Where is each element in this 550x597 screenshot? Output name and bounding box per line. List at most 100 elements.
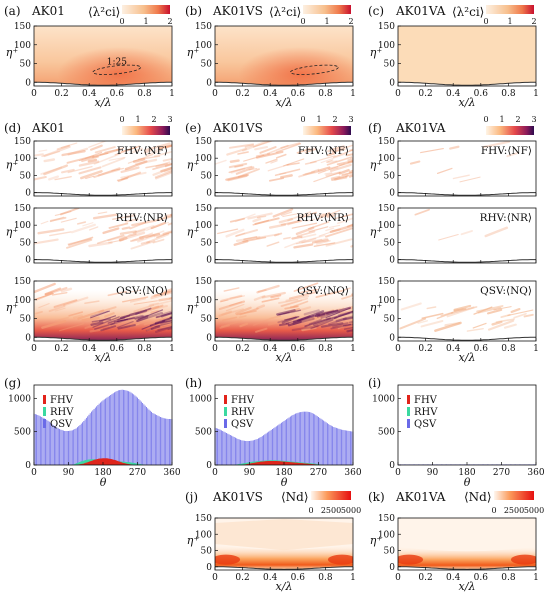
wave-surface-line [215,259,353,263]
vortex-streak [460,230,473,236]
panel-d-fhv-field [34,141,172,196]
panel-label: (b) [185,4,202,18]
vortex-streak [261,291,286,299]
vortex-streak [286,162,300,166]
colorbar-label: ⟨Nd⟩ [281,490,309,504]
vortex-streak [330,175,341,180]
below-surface [215,192,353,196]
vortex-streak [218,300,246,311]
vortex-streak [307,316,334,328]
vortex-streak [450,306,478,315]
y-tick-label: 50 [20,60,32,70]
legend-label: RHV [414,407,438,418]
vortex-streak [126,310,142,317]
below-surface [215,337,353,341]
below-surface [34,192,172,196]
vortex-streak [76,221,87,225]
vortex-streak [125,321,134,325]
vortex-streak [304,161,317,165]
vortex-streak [129,297,147,303]
vortex-streak [255,152,271,158]
vortex-streak [253,295,266,301]
vortex-streak [223,287,240,292]
y-tick-label: 50 [201,238,213,248]
vortex-streak [153,232,170,238]
y-tick-label: 0 [206,256,212,266]
vortex-streak [348,169,353,174]
vortex-streak [300,288,318,293]
x-tick-label: 0.6 [110,344,125,354]
vortex-streak [108,156,126,161]
vortex-streak [60,142,78,149]
vortex-streak [120,171,147,179]
vortex-streak [162,157,172,162]
y-tick-label: 50 [20,238,32,248]
panel-j-field [215,518,353,570]
vortex-streak [325,159,334,163]
vortex-streak [242,236,267,243]
legend-label: QSV [231,419,254,430]
x-tick-label: 0 [395,344,401,354]
case-title: AK01VA [395,4,446,18]
vortex-streak [331,176,348,182]
legend-label: FHV [414,395,438,406]
x-tick-label: 0.8 [137,89,152,99]
below-surface [34,259,172,263]
x-tick-label: 0.2 [54,89,68,99]
vortex-streak [500,313,511,319]
vortex-streak [346,153,353,157]
y-tick-label: 0 [25,78,31,88]
vortex-streak [225,173,249,181]
x-tick-label: 0 [212,468,218,478]
panel-b-field [215,26,353,86]
y-tick-label: 50 [384,547,396,557]
vortex-streak [313,316,338,327]
vortex-streak [291,324,319,332]
vortex-streak [81,155,99,162]
case-title: AK01VS [212,121,263,135]
vortex-streak [118,235,130,240]
wave-surface-line [398,192,536,196]
vortex-streak [332,148,346,153]
field-hot [215,26,353,86]
x-axis-label: x/λ [459,96,476,109]
vortex-streak [280,174,293,179]
colorbar [122,126,170,135]
y-tick-label: 50 [384,238,396,248]
y-tick-label: 0 [206,563,212,573]
vortex-streak [293,282,319,292]
vortex-streak [154,171,172,180]
case-title: AK01VS [212,490,263,504]
vortex-streak [89,328,104,333]
vortex-streak [124,218,139,223]
row-tag: FHV:⟨NF⟩ [117,145,168,157]
vortex-streak [348,320,353,324]
vortex-streak [237,151,249,155]
colorbar-tick: 1 [324,17,329,26]
x-tick-label: 0.8 [501,573,516,583]
vortex-streak [111,167,124,172]
x-tick-label: 270 [493,468,510,478]
panel-d-fhv: 0 50 100 150 η⁺ [6,137,173,199]
vortex-streak [320,322,344,328]
vortex-streak [150,309,159,314]
row-tag: FHV:⟨NF⟩ [298,145,349,157]
vortex-streak [270,294,282,299]
vortex-streak [90,321,104,326]
vortex-streak [158,297,172,302]
vortex-streak [93,153,121,165]
vortex-streak [280,211,293,217]
vortex-streak [453,304,472,311]
axes-frame [397,280,537,342]
vortex-streak [316,209,341,220]
vortex-streak [163,169,172,173]
y-axis-label: η⁺ [6,301,19,314]
vortex-streak [295,238,323,245]
vortex-streak [125,289,142,294]
vortex-streak [48,175,60,181]
x-tick-label: 0 [395,89,401,99]
vortex-streak [157,143,172,150]
vortex-streak [34,238,59,245]
vortex-streak [48,305,66,313]
vortex-streak [114,145,141,156]
